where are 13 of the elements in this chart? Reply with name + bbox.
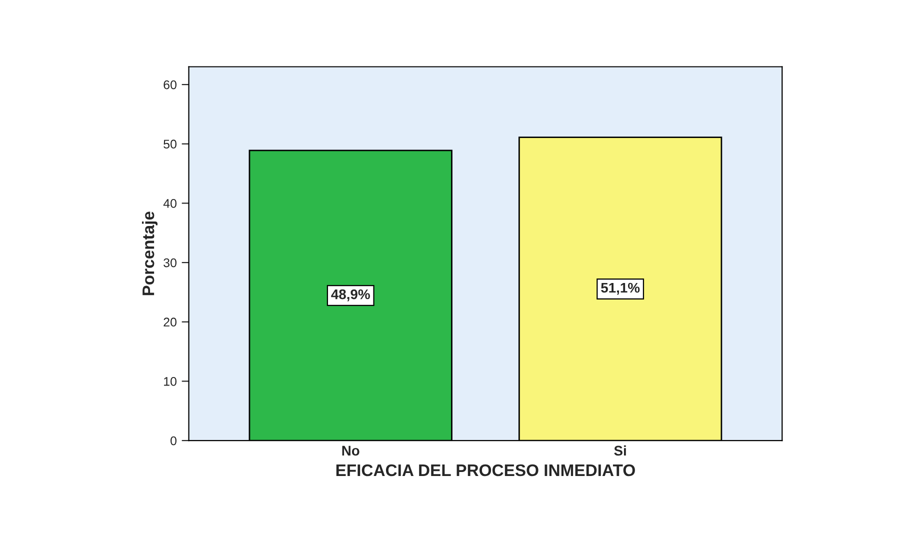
data-label: 51,1%	[601, 282, 640, 295]
y-tick-label: 10	[164, 377, 176, 386]
y-tick-label: 30	[164, 258, 176, 268]
y-tick-label: 60	[164, 80, 176, 90]
x-tick-label: Si	[614, 445, 626, 456]
y-tick-label: 0	[170, 436, 176, 446]
y-tick-label: 20	[164, 318, 176, 327]
x-tick-label: No	[342, 446, 360, 456]
x-axis-title: EFICACIA DEL PROCESO INMEDIATO	[336, 464, 635, 476]
data-label: 48,9%	[331, 289, 370, 302]
y-tick-label: 50	[164, 140, 176, 149]
y-axis-title: Porcentaje	[142, 212, 158, 296]
y-tick-label: 40	[163, 199, 176, 208]
